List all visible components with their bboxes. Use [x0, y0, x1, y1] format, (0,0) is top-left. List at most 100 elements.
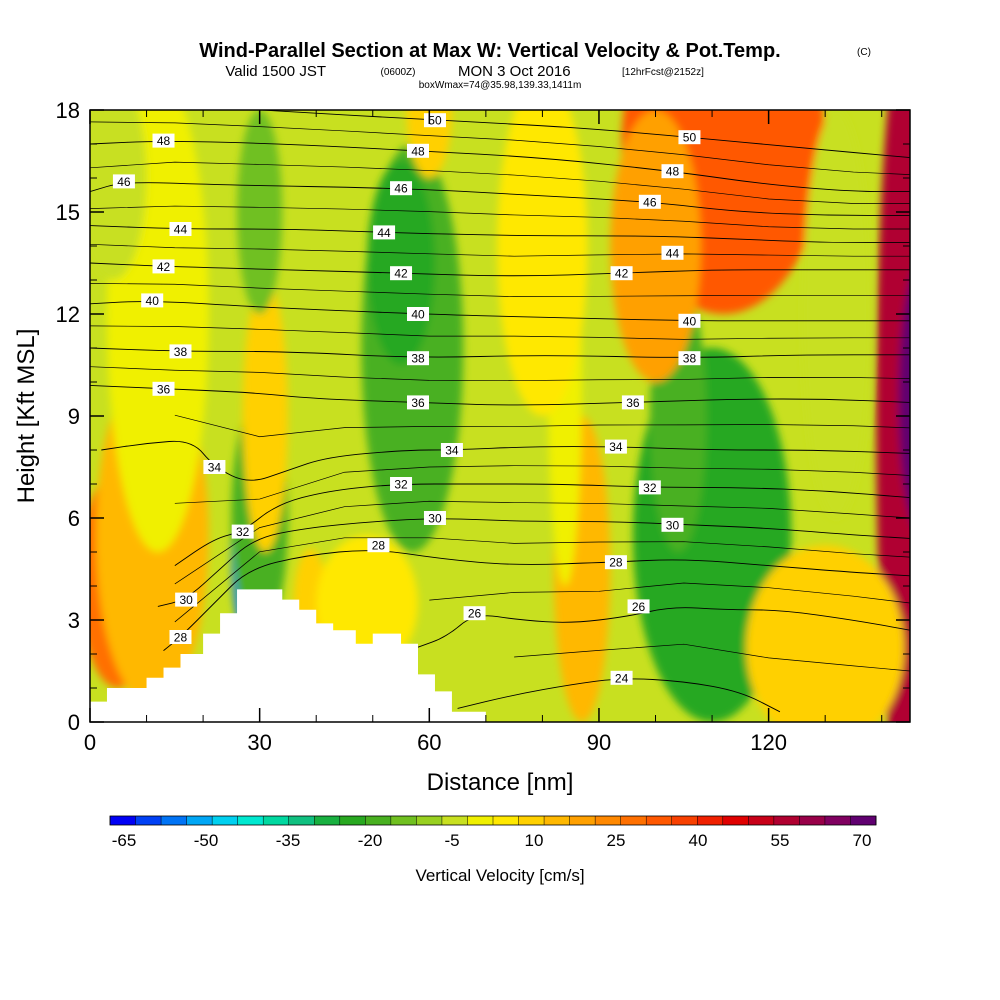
- theta-contour-minor: [174, 537, 910, 623]
- colorbar-segment: [416, 816, 443, 825]
- w-cell: [237, 110, 283, 314]
- theta-label: 30: [175, 592, 198, 607]
- theta-label-box: [621, 395, 644, 410]
- theta-label-text: 34: [208, 461, 222, 475]
- chart-title-main: Wind-Parallel Section at Max W: Vertical…: [199, 40, 780, 62]
- contour-labels: 24 26 26 28 28 28 30 30 30 32 32 32 34 34 34 36 36 36 38 38…: [112, 113, 701, 685]
- theta-label: 32: [390, 477, 413, 492]
- theta-label: 28: [604, 555, 627, 570]
- box-wmax-info: boxWmax=74@35.98,139.33,1411m: [419, 80, 582, 91]
- theta-contour-minor: [90, 243, 910, 257]
- colorbar-segment: [518, 816, 545, 825]
- theta-label-box: [463, 606, 486, 621]
- theta-label-box: [407, 395, 429, 410]
- theta-label: 36: [621, 395, 644, 410]
- theta-label-box: [203, 460, 226, 474]
- theta-contour-minor: [90, 283, 910, 297]
- colorbar-segment: [799, 816, 826, 825]
- colorbar-segment: [850, 816, 877, 825]
- y-tick-label: 9: [68, 404, 80, 429]
- theta-label-text: 50: [428, 114, 442, 128]
- colorbar-segment: [824, 816, 851, 825]
- theta-label-box: [169, 630, 192, 644]
- theta-label-text: 28: [609, 556, 623, 570]
- w-cell: [876, 110, 910, 722]
- theta-label-box: [638, 194, 661, 209]
- theta-label-text: 38: [411, 352, 425, 366]
- theta-label-box: [112, 174, 135, 189]
- colorbar-tick-label: -50: [194, 831, 219, 850]
- theta-label-text: 28: [372, 539, 386, 553]
- colorbar-segment: [161, 816, 187, 825]
- theta-label-box: [661, 517, 684, 532]
- theta-label-box: [678, 130, 701, 145]
- theta-label-text: 46: [394, 182, 408, 196]
- theta-label: 46: [638, 194, 661, 209]
- colorbar-segment: [212, 816, 239, 825]
- theta-label-box: [440, 443, 463, 457]
- colorbar-tick-label: 40: [689, 831, 708, 850]
- x-tick-label: 90: [587, 730, 611, 755]
- theta-label-box: [390, 477, 413, 491]
- theta-label: 34: [203, 460, 226, 475]
- theta-label-text: 38: [683, 352, 697, 366]
- theta-contour-minor: [174, 465, 910, 504]
- theta-label: 42: [152, 259, 175, 274]
- theta-label-box: [407, 307, 429, 321]
- theta-contour-minor: [429, 582, 910, 604]
- colorbar-tick-label: -35: [276, 831, 301, 850]
- theta-label-box: [627, 599, 650, 614]
- theta-contour-32: [174, 483, 910, 566]
- theta-label-box: [678, 351, 701, 366]
- colorbar-segment: [544, 816, 570, 825]
- colorbar-tick-label: 55: [771, 831, 790, 850]
- valid-date: MON 3 Oct 2016: [458, 63, 571, 80]
- theta-label: 42: [390, 266, 413, 281]
- theta-label-text: 30: [428, 512, 442, 526]
- theta-label-box: [152, 133, 175, 148]
- theta-label-box: [604, 555, 627, 570]
- theta-contour-minor: [90, 121, 910, 175]
- y-axis-label: Height [Kft MSL]: [13, 329, 40, 504]
- theta-label: 28: [169, 630, 192, 645]
- theta-contour-minor: [90, 366, 910, 382]
- theta-label-box: [390, 266, 413, 281]
- w-cell: [242, 280, 288, 552]
- colorbar-segment: [288, 816, 315, 825]
- theta-label-box: [407, 143, 429, 158]
- theta-label: 32: [231, 524, 254, 539]
- colorbar-tick-label: -20: [358, 831, 383, 850]
- w-cell: [497, 110, 588, 416]
- theta-label: 48: [152, 133, 175, 148]
- y-tick-label: 12: [56, 302, 80, 327]
- colorbar-segment: [339, 816, 366, 825]
- colorbar-segment: [441, 816, 468, 825]
- x-tick-label: 30: [247, 730, 271, 755]
- y-tick-label: 6: [68, 506, 80, 531]
- theta-label-text: 42: [394, 267, 408, 281]
- forecast-info: [12hrFcst@2152z]: [622, 67, 704, 78]
- theta-label: 46: [112, 174, 135, 189]
- colorbar-label: Vertical Velocity [cm/s]: [415, 866, 584, 885]
- theta-label-text: 42: [157, 260, 171, 274]
- x-tick-label: 120: [750, 730, 787, 755]
- theta-label-box: [661, 164, 684, 179]
- theta-label: 26: [627, 599, 650, 614]
- theta-label-text: 48: [411, 144, 425, 158]
- colorbar-tick-label: 70: [853, 831, 872, 850]
- theta-contour-24: [457, 678, 781, 713]
- theta-label-text: 48: [157, 134, 171, 148]
- theta-label: 40: [678, 313, 701, 328]
- theta-label: 34: [604, 439, 627, 454]
- w-cell: [802, 110, 871, 518]
- theta-label-text: 30: [179, 593, 193, 607]
- theta-label-text: 36: [626, 396, 640, 410]
- theta-contour-28: [163, 550, 910, 651]
- theta-label: 30: [423, 511, 446, 526]
- colorbar-segment: [263, 816, 290, 825]
- colorbar: -65 -50 -35 -20 -5 10 25 40 55 70: [109, 815, 877, 850]
- theta-label-box: [169, 344, 192, 359]
- theta-label-text: 26: [468, 607, 482, 621]
